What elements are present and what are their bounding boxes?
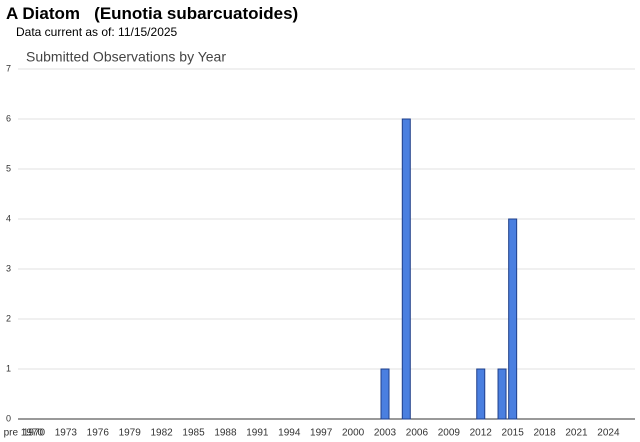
page-subtitle: Data current as of: 11/15/2025 <box>16 25 178 39</box>
x-tick-label: 2012 <box>470 428 493 439</box>
x-tick-label: 1997 <box>310 428 333 439</box>
x-tick-label: pre 1970 <box>4 428 44 439</box>
chart-title: Submitted Observations by Year <box>26 49 226 65</box>
y-tick-label: 7 <box>6 63 11 73</box>
x-tick-label: 1991 <box>246 428 269 439</box>
x-tick-label: 2024 <box>597 428 620 439</box>
x-tick-label: 2006 <box>406 428 429 439</box>
x-tick-label: 1994 <box>278 428 301 439</box>
x-tick-label: 1982 <box>150 428 173 439</box>
x-tick-label: 2003 <box>374 428 397 439</box>
bar <box>380 368 390 420</box>
y-tick-label: 0 <box>6 413 11 423</box>
x-tick-label: 2018 <box>533 428 556 439</box>
y-tick-label: 1 <box>6 363 11 373</box>
x-tick-label: 2000 <box>342 428 365 439</box>
x-tick-label: 1985 <box>182 428 205 439</box>
x-tick-label: 2021 <box>565 428 588 439</box>
y-tick-label: 5 <box>6 163 11 173</box>
x-tick-label: 1970 <box>23 428 46 439</box>
x-tick-label: 1973 <box>55 428 78 439</box>
bar <box>401 118 411 420</box>
bar <box>476 368 486 420</box>
y-tick-label: 2 <box>6 313 11 323</box>
y-tick-label: 6 <box>6 113 11 123</box>
bar <box>508 218 518 420</box>
x-tick-label: 1976 <box>87 428 110 439</box>
x-tick-label: 1979 <box>119 428 142 439</box>
y-tick-label: 3 <box>6 263 11 273</box>
bar <box>497 368 507 420</box>
page-title: A Diatom (Eunotia subarcuatoides) <box>6 4 299 23</box>
y-tick-label: 4 <box>6 213 11 223</box>
x-tick-label: 2015 <box>502 428 525 439</box>
x-tick-label: 1988 <box>214 428 237 439</box>
x-tick-label: 2009 <box>438 428 461 439</box>
